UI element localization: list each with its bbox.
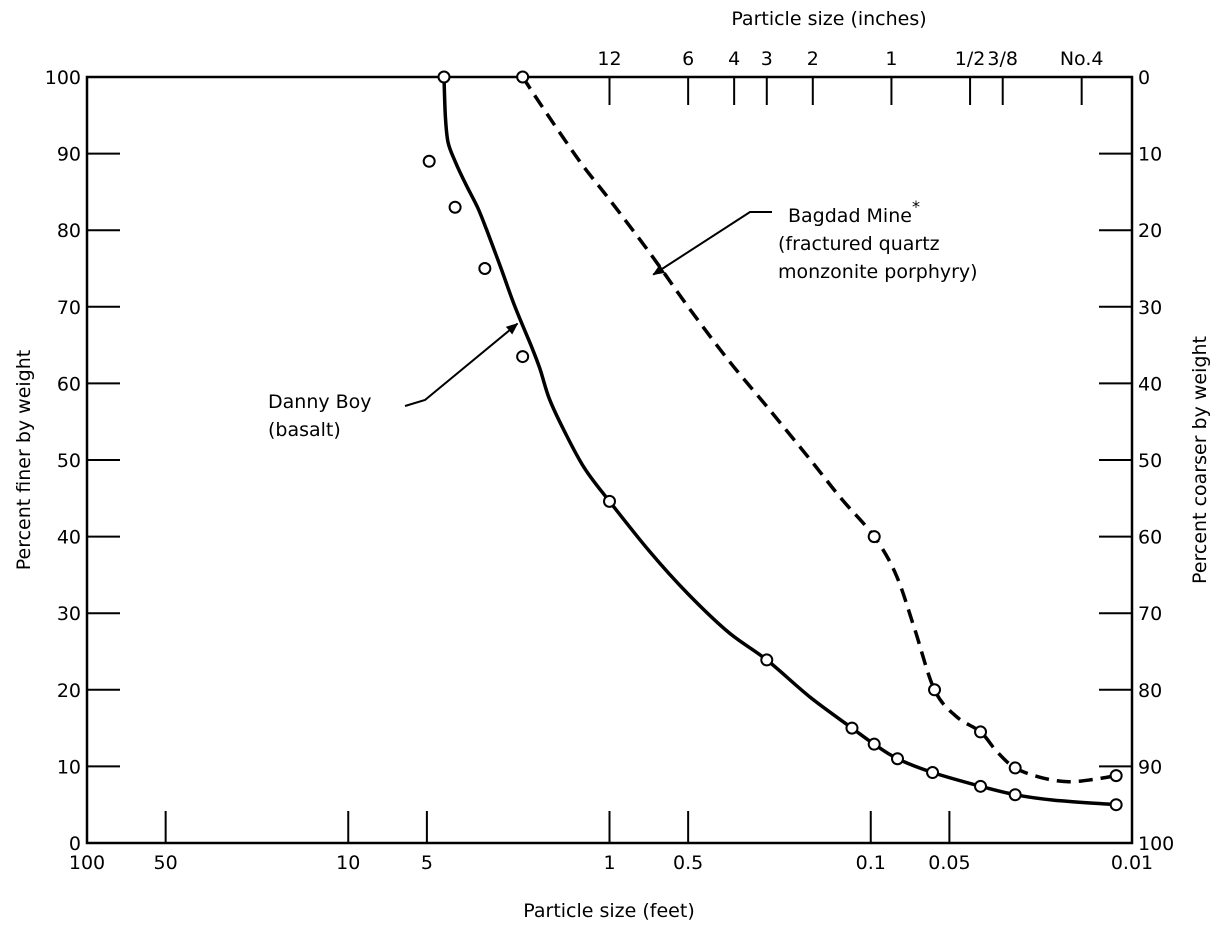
y2-tick-label: 90 — [1138, 756, 1162, 778]
x-tick-label: 0.05 — [928, 852, 970, 874]
y2-tick-label: 0 — [1138, 67, 1150, 89]
annotation-arrow — [404, 322, 519, 407]
x-tick-label: 50 — [154, 852, 178, 874]
y-tick-label: 70 — [57, 297, 81, 319]
x2-axis-title: Particle size (inches) — [731, 8, 926, 30]
y2-tick-label: 50 — [1138, 450, 1162, 472]
annotation-superscript: * — [912, 197, 920, 216]
x2-tick-label: 6 — [682, 48, 694, 70]
y2-axis-title: Percent coarser by weight — [1189, 336, 1211, 584]
series-2-point — [867, 530, 881, 544]
series-1-point — [448, 200, 462, 214]
y2-tick-label: 10 — [1138, 144, 1162, 166]
x2-tick-label: 3/8 — [987, 48, 1018, 70]
series-2-point — [974, 725, 988, 739]
x2-tick-label: 1/2 — [955, 48, 986, 70]
y-tick-label: 60 — [57, 373, 81, 395]
x-axis-title: Particle size (feet) — [523, 900, 694, 922]
x2-tick-label: 12 — [597, 48, 621, 70]
y2-tick-label: 60 — [1138, 527, 1162, 549]
annotation-arrow — [652, 211, 772, 276]
x-tick-label: 5 — [421, 852, 433, 874]
annotation-label: Bagdad Mine* — [788, 197, 920, 227]
y2-tick-label: 100 — [1138, 833, 1174, 855]
series-2-point — [516, 70, 530, 84]
series-1-point — [437, 70, 451, 84]
y-tick-label: 30 — [57, 603, 81, 625]
series-1-point — [516, 350, 530, 364]
x2-tick-label: 1 — [885, 48, 897, 70]
series-1-point — [1008, 788, 1022, 802]
x2-tick-label: 4 — [728, 48, 740, 70]
x-tick-label: 100 — [69, 852, 105, 874]
annotation-label: monzonite porphyry) — [778, 261, 978, 283]
x-tick-label: 0.1 — [856, 852, 886, 874]
annotations: Danny Boy (basalt) Bagdad Mine* (fractured … — [268, 197, 978, 441]
y2-tick-label: 80 — [1138, 680, 1162, 702]
series-1-point — [845, 721, 859, 735]
x2-tick-label: No.4 — [1060, 48, 1104, 70]
series-1-point — [422, 154, 436, 168]
x2-tick-label: 2 — [807, 48, 819, 70]
y2-tick-label: 70 — [1138, 603, 1162, 625]
series-1-point — [1109, 798, 1123, 812]
y-tick-label: 10 — [57, 756, 81, 778]
y-axis-title: Percent finer by weight — [13, 350, 35, 571]
x-tick-label: 10 — [336, 852, 360, 874]
annotation-label: (basalt) — [268, 419, 341, 441]
series-1-point — [890, 752, 904, 766]
x-tick-label: 0.01 — [1111, 852, 1153, 874]
y2-tick-label: 20 — [1138, 220, 1162, 242]
series-1-point — [926, 766, 940, 780]
series-line-2 — [521, 76, 1117, 784]
y-tick-label: 0 — [69, 833, 81, 855]
series-1-point — [974, 779, 988, 793]
series-1-point — [478, 262, 492, 275]
series-2-point — [928, 683, 942, 697]
series-1-point — [603, 494, 616, 508]
y-tick-label: 80 — [57, 220, 81, 242]
data-series — [422, 70, 1123, 812]
x-tick-label: 0.5 — [673, 852, 703, 874]
y-tick-label: 90 — [57, 144, 81, 166]
y2-tick-label: 40 — [1138, 373, 1162, 395]
series-1-point — [760, 653, 774, 667]
y2-tick-label: 30 — [1138, 297, 1162, 319]
y-tick-label: 20 — [57, 680, 81, 702]
series-2-point — [1109, 769, 1123, 783]
x-tick-label: 1 — [603, 852, 615, 874]
y-tick-label: 50 — [57, 450, 81, 472]
x2-tick-label: 3 — [761, 48, 773, 70]
y-tick-label: 100 — [45, 67, 81, 89]
annotation-label: Danny Boy — [268, 391, 372, 413]
y-tick-label: 40 — [57, 527, 81, 549]
series-line-1 — [442, 76, 1117, 807]
annotation-label: (fractured quartz — [778, 233, 940, 255]
series-2-point — [1008, 761, 1022, 775]
series-1-point — [867, 737, 881, 751]
